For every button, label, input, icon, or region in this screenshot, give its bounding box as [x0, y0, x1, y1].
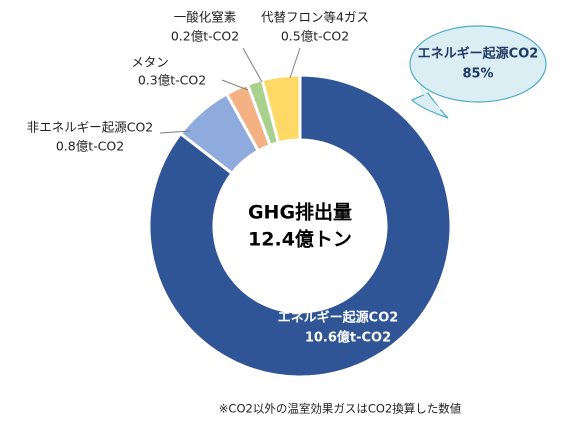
slice-label: 一酸化窒素: [174, 10, 237, 25]
slice-label: 非エネルギー起源CO2: [27, 120, 154, 135]
callout-bubble: [409, 25, 547, 103]
donut-slice: [260, 73, 302, 145]
donut-slice: [147, 73, 453, 379]
leader-line: [159, 130, 191, 134]
slice-label: メタン: [131, 55, 169, 70]
slice-value-label: 0.8億t-CO2: [56, 139, 124, 154]
leader-line: [242, 47, 263, 83]
center-value: 12.4億トン: [248, 228, 352, 251]
callout-tail: [410, 92, 449, 119]
leader-line: [221, 79, 249, 91]
callout-join: [418, 86, 441, 112]
slice-label: 代替フロン等4ガス: [261, 10, 369, 25]
slice-value-label: 0.5億t-CO2: [281, 29, 349, 44]
leader-line: [289, 47, 301, 79]
slice-value-label: 0.2億t-CO2: [171, 29, 239, 44]
footnote: ※CO2以外の温室効果ガスはCO2換算した数値: [219, 402, 462, 416]
slice-value-label: 10.6億t-CO2: [305, 330, 391, 346]
callout-title: エネルギー起源CO2: [418, 46, 539, 62]
callout-value: 85%: [462, 67, 493, 82]
slice-value-label: 0.3億t-CO2: [138, 73, 206, 88]
center-title: GHG排出量: [248, 201, 352, 224]
slice-label: エネルギー起源CO2: [278, 310, 399, 326]
labels: [159, 47, 301, 134]
